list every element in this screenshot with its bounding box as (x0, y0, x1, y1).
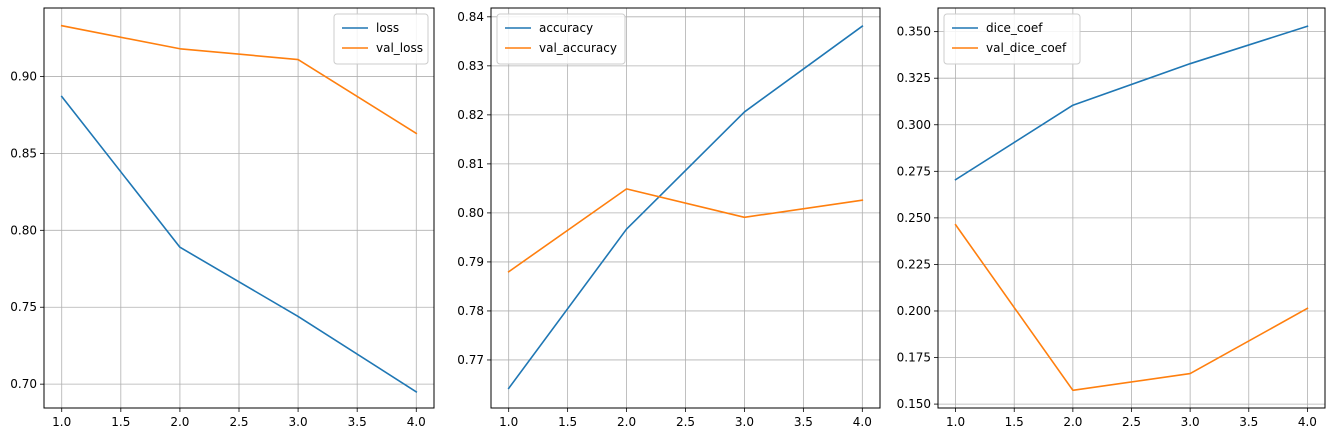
chart-1-series-loss-line (60, 95, 418, 393)
chart-2-y-tick-label: 0.77 (457, 353, 484, 367)
chart-3-x-tick-label: 1.0 (946, 415, 965, 429)
chart-3-y-tick-label: 0.350 (897, 25, 931, 39)
chart-3-y-tick-label: 0.300 (897, 118, 931, 132)
chart-3-x-tick-label: 2.0 (1063, 415, 1082, 429)
chart-1-legend-box (333, 13, 429, 65)
chart-2-x-tick-label: 2.5 (676, 415, 695, 429)
chart-1-x-tick-label: 3.0 (289, 415, 308, 429)
chart-3-x-tick-label: 2.5 (1122, 415, 1141, 429)
chart-1-x-tick-label: 2.0 (170, 415, 189, 429)
chart-1-y-tick-label: 0.85 (10, 146, 37, 160)
chart-3-y-tick-label: 0.325 (897, 71, 931, 85)
chart-3-x-tick-label: 3.0 (1181, 415, 1200, 429)
chart-2-series-val-accuracy-line (507, 188, 864, 273)
chart-1-y-tick-label: 0.75 (10, 300, 37, 314)
chart-2-legend-label-val-accuracy: val_accuracy (539, 41, 617, 55)
chart-2: 1.0 1.5 2.0 2.5 3.0 3.5 4.0 0.77 0.78 0.79 0.80 0.8… (457, 7, 881, 429)
chart-1-y-tick-label: 0.70 (10, 377, 37, 391)
chart-2-series-accuracy-line (507, 25, 864, 390)
chart-3-y-tick-label: 0.225 (897, 257, 931, 271)
chart-3-legend: dice_coef val_dice_coef (943, 13, 1081, 65)
chart-3-y-tick-label: 0.200 (897, 304, 931, 318)
chart-1-legend-label-loss: loss (376, 21, 399, 35)
chart-1-axes-frame (43, 7, 435, 409)
chart-2-y-tick-label: 0.83 (457, 59, 484, 73)
chart-3-y-tick-label: 0.275 (897, 164, 931, 178)
chart-3-legend-box (943, 13, 1081, 65)
chart-1: 1.0 1.5 2.0 2.5 3.0 3.5 4.0 0.70 0.75 0.80 0.85 0.9… (10, 7, 435, 429)
chart-2-x-tick-label: 1.0 (499, 415, 518, 429)
chart-3-x-tick-label: 4.0 (1298, 415, 1317, 429)
chart-2-y-tick-label: 0.80 (457, 206, 484, 220)
chart-1-y-tick-label: 0.80 (10, 223, 37, 237)
chart-1-x-tick-label: 1.5 (111, 415, 130, 429)
chart-2-x-tick-label: 4.0 (853, 415, 872, 429)
chart-2-x-tick-label: 2.0 (617, 415, 636, 429)
chart-3-x-tick-label: 3.5 (1239, 415, 1258, 429)
chart-2-axes-frame (490, 7, 881, 409)
chart-1-x-tick-label: 4.0 (407, 415, 426, 429)
chart-3-y-tick-label: 0.250 (897, 211, 931, 225)
chart-1-series-val-loss-line (60, 24, 418, 135)
chart-1-legend: loss val_loss (333, 13, 429, 65)
chart-3-series-dice-coef-line (954, 25, 1309, 181)
chart-2-y-tick-label: 0.81 (457, 157, 484, 171)
chart-2-x-tick-label: 1.5 (558, 415, 577, 429)
chart-1-x-tick-label: 2.5 (229, 415, 248, 429)
chart-1-x-tick-label: 1.0 (52, 415, 71, 429)
chart-3-y-tick-label: 0.175 (897, 351, 931, 365)
chart-2-legend: accuracy val_accuracy (496, 13, 626, 65)
chart-3-axes-frame (937, 7, 1326, 409)
chart-3-legend-label-dice-coef: dice_coef (986, 21, 1043, 35)
chart-2-x-tick-label: 3.0 (735, 415, 754, 429)
chart-2-y-tick-label: 0.78 (457, 304, 484, 318)
chart-1-x-tick-label: 3.5 (348, 415, 367, 429)
chart-2-x-tick-label: 3.5 (794, 415, 813, 429)
chart-3-y-tick-label: 0.150 (897, 397, 931, 411)
chart-3-x-tick-label: 1.5 (1005, 415, 1024, 429)
chart-3-legend-label-val-dice-coef: val_dice_coef (986, 41, 1067, 55)
chart-2-y-tick-label: 0.82 (457, 108, 484, 122)
chart-1-legend-label-val-loss: val_loss (376, 41, 423, 55)
chart-3-series-val-dice-coef-line (954, 223, 1309, 392)
chart-2-y-tick-label: 0.84 (457, 10, 484, 24)
chart-2-y-tick-label: 0.79 (457, 255, 484, 269)
chart-2-legend-label-accuracy: accuracy (539, 21, 593, 35)
chart-3: 1.0 1.5 2.0 2.5 3.0 3.5 4.0 0.150 0.175 0.200 0.22… (897, 7, 1326, 429)
chart-1-y-tick-label: 0.90 (10, 69, 37, 83)
chart-2-legend-box (496, 13, 626, 65)
